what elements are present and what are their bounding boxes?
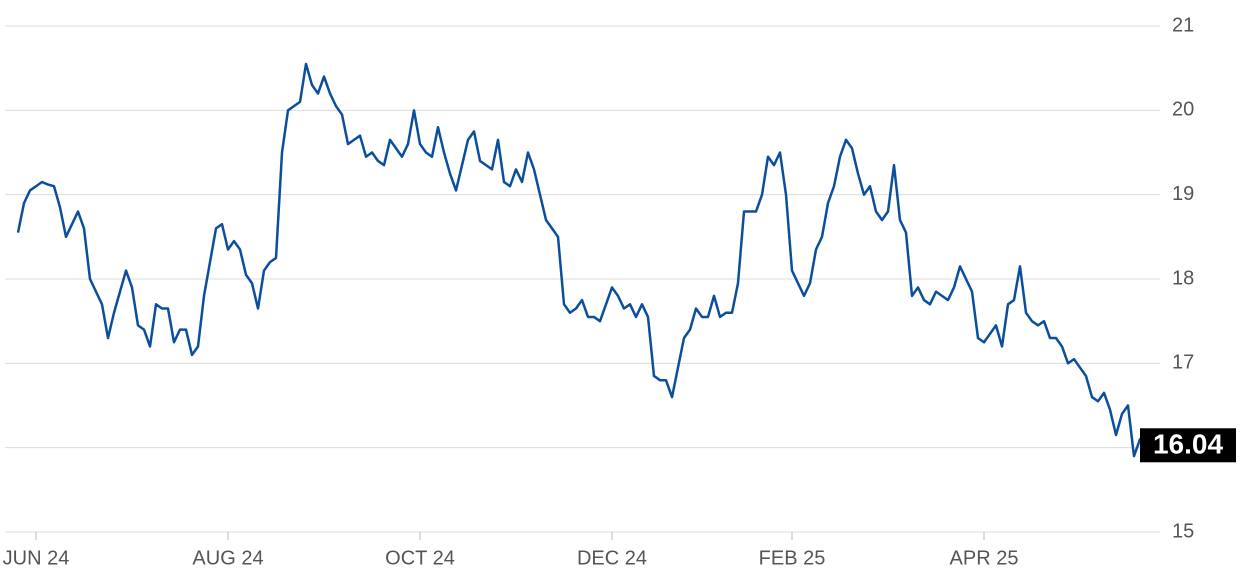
last-value-box	[1140, 428, 1236, 463]
x-tick-label: DEC 24	[577, 547, 647, 569]
price-line	[16, 62, 1147, 458]
y-tick-label: 18	[1172, 267, 1194, 289]
y-tick-label: 20	[1172, 99, 1194, 121]
last-value-label: 16.04	[1153, 429, 1223, 460]
x-tick-label: AUG 24	[192, 547, 263, 569]
y-tick-label: 17	[1172, 352, 1194, 374]
x-tick-label: APR 25	[950, 547, 1019, 569]
x-tick-label: FEB 25	[759, 547, 826, 569]
y-tick-label: 15	[1172, 520, 1194, 542]
x-tick-label: OCT 24	[385, 547, 455, 569]
y-tick-label: 21	[1172, 14, 1194, 36]
x-tick-label: JUN 24	[3, 547, 70, 569]
y-tick-label: 19	[1172, 183, 1194, 205]
